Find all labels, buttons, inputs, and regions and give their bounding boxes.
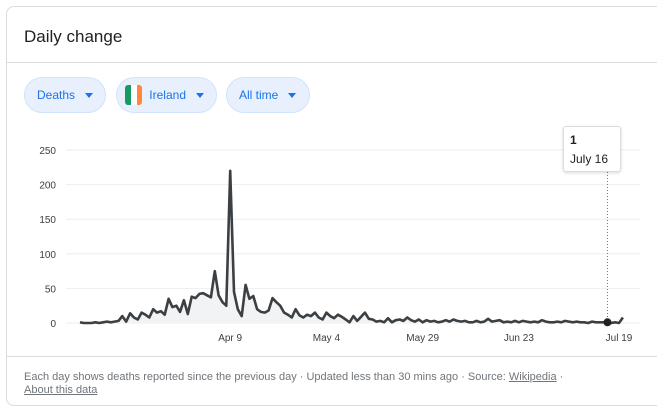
chevron-down-icon <box>288 92 297 98</box>
y-tick-label: 150 <box>39 215 56 226</box>
footer-separator: · <box>556 371 564 383</box>
footer-divider <box>6 356 657 357</box>
flag-stripe-orange <box>136 85 143 105</box>
metric-dropdown-label: Deaths <box>37 88 76 102</box>
time-range-dropdown[interactable]: All time <box>226 77 310 113</box>
daily-change-chart[interactable]: 0 50 100 150 200 250 Apr 9 May 4 May 29 Jun 23 Jul… <box>0 0 657 360</box>
tooltip-date: July 16 <box>570 152 609 166</box>
footer-text: Each day shows deaths reported since the… <box>24 371 509 383</box>
x-tick-label: May 29 <box>406 333 439 344</box>
x-tick-label: Apr 9 <box>218 333 242 344</box>
y-tick-label: 100 <box>39 250 56 261</box>
footer-note: Each day shows deaths reported since the… <box>24 371 654 397</box>
ireland-flag-icon <box>125 85 143 105</box>
tooltip-value: 1 <box>570 133 577 147</box>
y-tick-label: 200 <box>39 181 56 192</box>
time-range-dropdown-label: All time <box>239 88 279 102</box>
y-tick-label: 50 <box>45 284 57 295</box>
highlight-point <box>603 318 612 327</box>
series-line <box>79 169 624 325</box>
chart-tooltip: 1 July 16 <box>563 126 621 172</box>
series-area <box>80 170 623 323</box>
card-title: Daily change <box>24 27 123 46</box>
chevron-down-icon <box>85 92 94 98</box>
metric-dropdown[interactable]: Deaths <box>24 77 106 113</box>
y-tick-label: 250 <box>39 146 56 157</box>
daily-change-card <box>6 6 657 406</box>
x-tick-label: Jul 19 <box>606 333 633 344</box>
about-data-link[interactable]: About this data <box>24 384 98 396</box>
y-tick-label: 0 <box>50 319 56 330</box>
x-tick-label: May 4 <box>313 333 341 344</box>
header-divider <box>6 62 657 63</box>
x-tick-label: Jun 23 <box>504 333 534 344</box>
flag-stripe-white <box>130 85 137 105</box>
source-link[interactable]: Wikipedia <box>508 371 557 383</box>
country-dropdown[interactable]: Ireland <box>116 77 217 113</box>
chevron-down-icon <box>196 92 204 98</box>
flag-stripe-green <box>125 85 131 105</box>
country-dropdown-label: Ireland <box>149 88 186 102</box>
